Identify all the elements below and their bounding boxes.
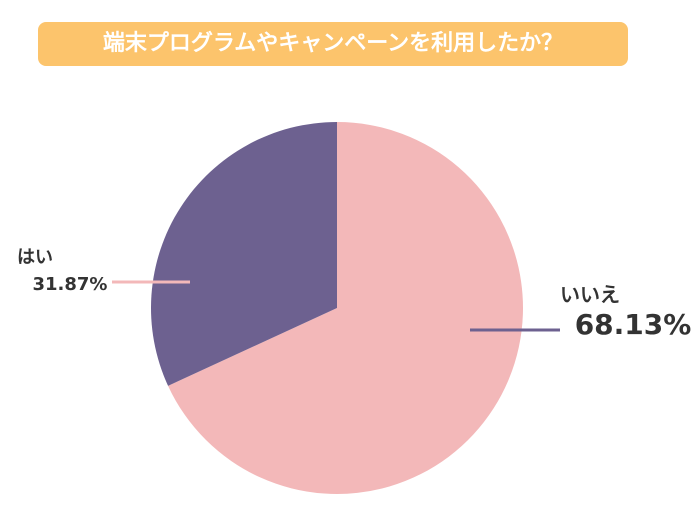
category-label: いいえ	[560, 283, 620, 307]
category-label: はい	[17, 247, 53, 268]
chart-title: 端末プログラムやキャンペーンを利用したか？	[103, 30, 563, 56]
value-label: 31.87%	[33, 274, 108, 295]
pie-slice	[168, 122, 523, 494]
title-box	[38, 22, 628, 66]
pie-slice	[150, 122, 337, 386]
value-label: 68.13%	[575, 308, 692, 341]
